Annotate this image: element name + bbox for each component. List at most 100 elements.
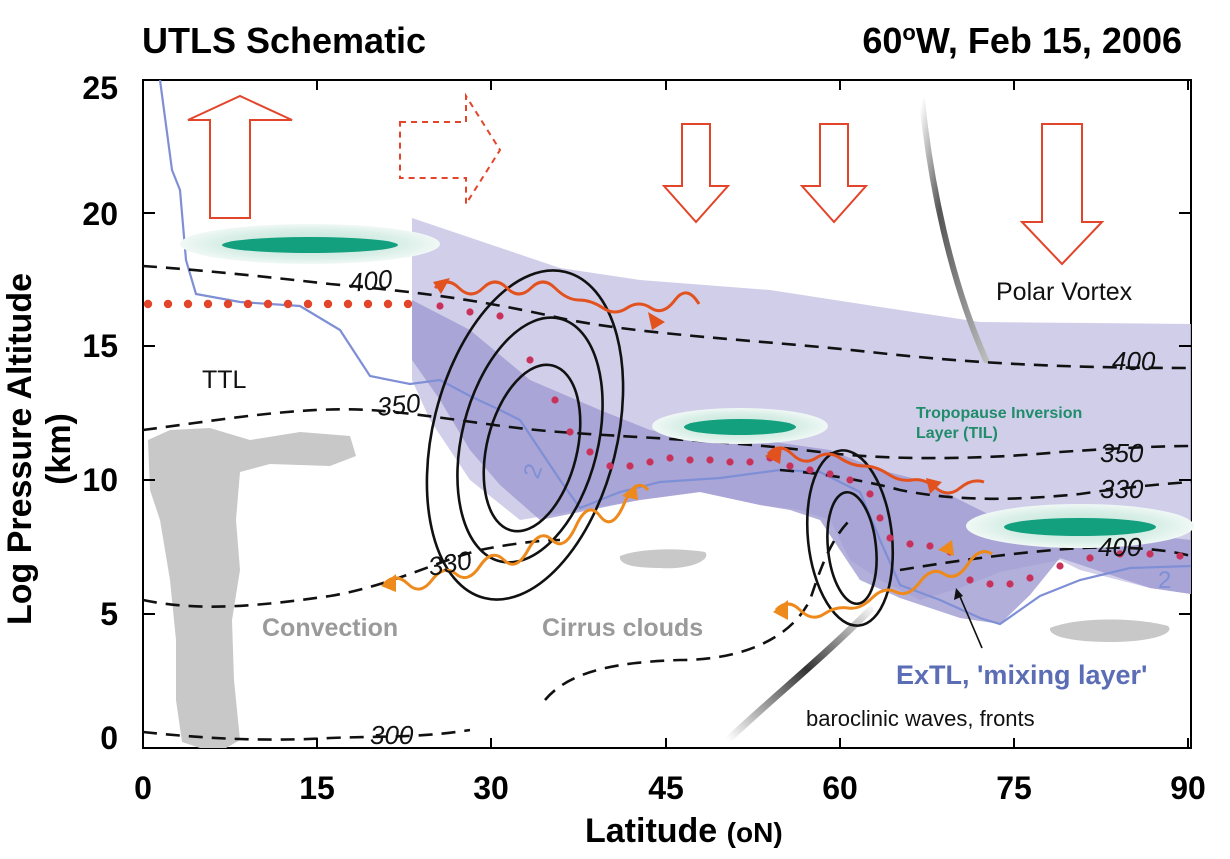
wave-lower-right-tail [773, 600, 788, 620]
ttl-dot [183, 299, 193, 309]
tropopause-dot [926, 542, 934, 550]
ttl-dots [143, 299, 413, 309]
tropopause-dot [726, 458, 734, 466]
tropopause-dot [686, 456, 694, 464]
ttl-dot [303, 299, 313, 309]
wave-upper-left-head [648, 312, 665, 330]
contour-label-400-lower-right: 400 [1098, 532, 1142, 562]
ttl-dot [203, 299, 213, 309]
ttl-dot [223, 299, 233, 309]
jet-contour-inner [482, 363, 582, 533]
y-tick-0: 0 [100, 720, 118, 756]
tropopause-dot [1026, 574, 1034, 582]
ttl-dot [143, 299, 153, 309]
wave-upper-right-tail [765, 446, 782, 464]
cirrus-cloud-left [619, 549, 707, 569]
tropopause-dot [606, 462, 614, 470]
tropopause-dot [1116, 550, 1124, 558]
ttl-dot [323, 299, 333, 309]
x-tick-15: 15 [299, 770, 335, 806]
convection-cloud [148, 428, 356, 748]
y-tick-20: 20 [82, 196, 118, 232]
title-right: 60oW, Feb 15, 2006 [862, 20, 1182, 62]
contour-label-350-left: 350 [375, 388, 422, 422]
cirrus-cloud-right [1049, 619, 1170, 642]
downward-arrow-3 [1019, 123, 1105, 266]
baroclinic-label: baroclinic waves, fronts [806, 706, 1035, 731]
tropopause-dot [551, 396, 559, 404]
y-axis-label: Log Pressure Altitude (km) [1, 272, 78, 626]
theta-contours [142, 264, 1192, 741]
tropopause-dot [1176, 552, 1184, 560]
ttl-dot [403, 299, 413, 309]
til-ellipse-middle [652, 408, 828, 444]
tropopause-dot [886, 534, 894, 542]
tropopause-dot [876, 514, 884, 522]
ttl-dot [163, 299, 173, 309]
y-tick-5: 5 [100, 596, 118, 632]
tropopause-dot [1006, 580, 1014, 588]
polar-vortex-label: Polar Vortex [996, 278, 1133, 306]
wave-arrow-lower-right [774, 550, 993, 619]
contour-label-400-left: 400 [347, 264, 394, 298]
tropopause-dot [966, 576, 974, 584]
x-axis-label-text: Latitude [585, 812, 718, 850]
wave-lower-right-head [938, 540, 954, 556]
cirrus-clouds-label: Cirrus clouds [542, 614, 704, 642]
polar-vortex-streak [919, 97, 989, 363]
ttl-dot [343, 299, 353, 309]
baroclinic-streak [724, 606, 874, 744]
contour-label-400-right: 400 [1112, 346, 1156, 376]
y-tick-10: 10 [82, 462, 118, 498]
theta-low-contour [544, 519, 851, 701]
til-ellipse-right [966, 504, 1194, 548]
ttl-label: TTL [202, 366, 247, 394]
wave-upper-right-head [926, 478, 942, 494]
wave-arrow-upper-right [766, 446, 985, 495]
title-date: W, Feb 15, 2006 [915, 20, 1182, 61]
til-ellipse-left [180, 224, 440, 264]
tropopause-dot [786, 462, 794, 470]
tropopause-dot [1086, 554, 1094, 562]
theta-400-contour [142, 264, 1192, 370]
jet-contours [425, 269, 895, 627]
tropopause-dot [646, 458, 654, 466]
ttl-dot [243, 299, 253, 309]
contour-label-300: 300 [370, 720, 414, 750]
y-tick-25: 25 [82, 70, 118, 106]
jet-contour-middle [456, 316, 604, 564]
wave-arrowheads [381, 278, 954, 620]
x-axis-label: Latitude (oN) [585, 812, 783, 851]
jet2-contour-outer [805, 449, 895, 627]
tropopause-dot [986, 580, 994, 588]
tropopause-dot [826, 470, 834, 478]
wave-upper-left-tail [433, 278, 450, 294]
tropopause-dots [436, 302, 1184, 588]
axis-ticks [142, 79, 1191, 749]
tropopause-dot [586, 448, 594, 456]
poleward-arrow [399, 92, 502, 208]
theta-330b-contour [142, 538, 561, 608]
ttl-dot [383, 299, 393, 309]
tropopause-dot [1146, 550, 1154, 558]
upward-arrow [187, 94, 293, 219]
x-tick-30: 30 [473, 770, 509, 806]
pv-label-right: 2 [1158, 567, 1171, 594]
y-tick-15: 15 [82, 328, 118, 364]
x-axis-unit: (oN) [726, 817, 783, 848]
tropopause-dot [746, 458, 754, 466]
x-tick-60: 60 [822, 770, 858, 806]
theta-300-contour [142, 728, 471, 741]
downward-arrow-2 [799, 123, 869, 224]
theta-lower-right-contour [899, 546, 1192, 572]
x-tick-0: 0 [134, 770, 152, 806]
extl-pointer-line [957, 591, 983, 649]
wave-lower-left-tail [381, 574, 396, 592]
ttl-dot [263, 299, 273, 309]
til-label: Tropopause Inversion Layer (TIL) [916, 405, 1083, 442]
x-tick-75: 75 [996, 770, 1032, 806]
extl-label: ExTL, 'mixing layer' [896, 660, 1148, 690]
wave-arrow-lower-left [382, 483, 650, 591]
